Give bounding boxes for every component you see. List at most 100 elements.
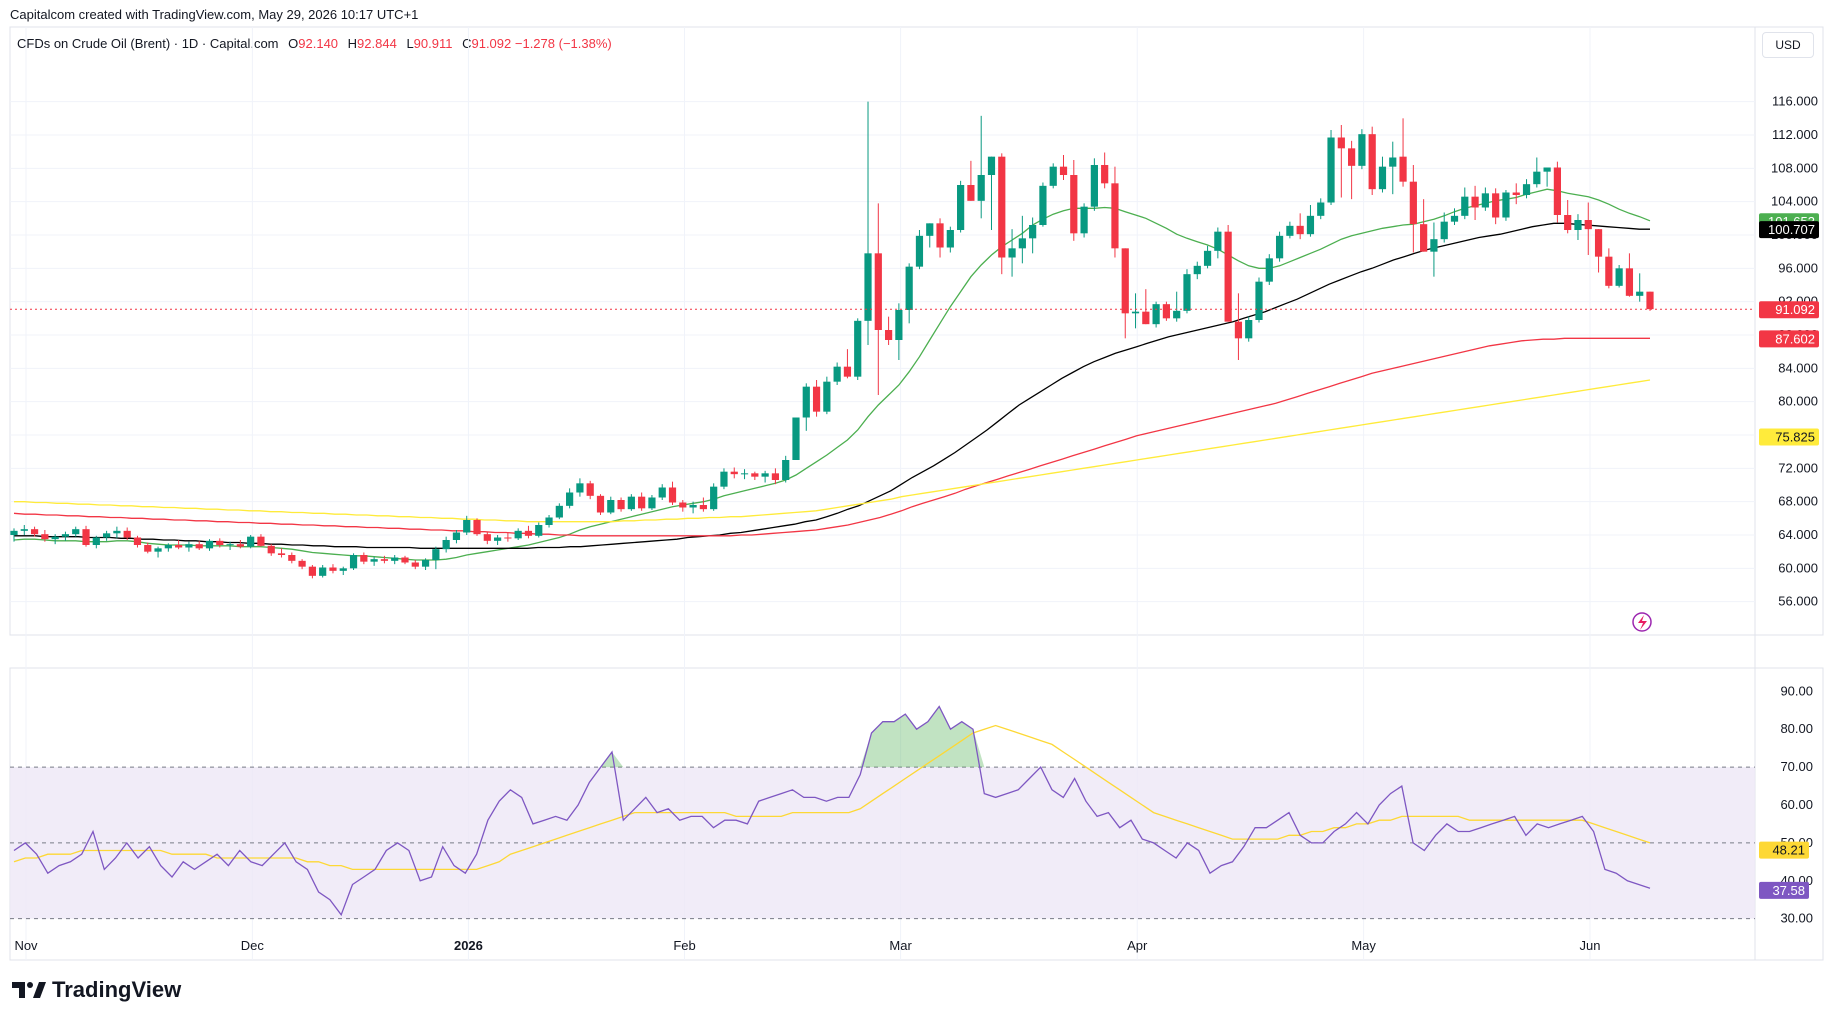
candle-body (1533, 171, 1541, 185)
lightning-icon (1632, 612, 1652, 632)
candle-body (1492, 193, 1500, 218)
candle (586, 480, 594, 500)
candle-body (926, 223, 934, 236)
candle (1286, 221, 1294, 239)
candle-body (1615, 268, 1623, 286)
tradingview-logo[interactable]: TradingView (12, 977, 181, 1003)
price-scale-label: 100.707 (1759, 221, 1819, 239)
candle (10, 528, 18, 542)
candle-body (812, 386, 821, 412)
candle (1234, 293, 1243, 360)
price-label-bg (1759, 221, 1819, 239)
candle-body (823, 381, 831, 412)
candle (411, 560, 419, 570)
candle-body (771, 473, 780, 480)
candle-body (30, 529, 39, 535)
candle (1430, 222, 1438, 277)
candle (617, 497, 625, 512)
candle (1543, 167, 1551, 187)
candle (133, 535, 142, 548)
candle-body (123, 530, 131, 538)
candle (1090, 158, 1098, 211)
candle-body (370, 559, 378, 562)
price-scale-label: 87.602 (1759, 330, 1819, 348)
candle-body (1625, 268, 1634, 296)
rsi-label-text: 37.58 (1772, 883, 1805, 898)
candle (391, 555, 399, 565)
candle-body (566, 492, 574, 506)
candle-body (668, 487, 677, 503)
candle (740, 469, 749, 480)
candle (82, 525, 90, 547)
price-tick-label: 68.000 (1778, 494, 1818, 509)
open-label: O (288, 36, 299, 51)
candle-body (236, 544, 244, 547)
candle (946, 226, 954, 253)
time-tick-label: 2026 (454, 938, 483, 953)
brand-name: TradingView (52, 977, 182, 1002)
currency-button[interactable]: USD (1762, 32, 1814, 58)
candle (905, 263, 913, 324)
price-tick-label: 116.000 (1772, 94, 1818, 109)
candle-body (1605, 256, 1613, 286)
symbol-name[interactable]: CFDs on Crude Oil (Brent) · 1D · Capital… (17, 36, 279, 51)
candle (1265, 254, 1273, 285)
candle (185, 541, 193, 552)
candle (349, 553, 358, 570)
candle-body (1594, 229, 1603, 257)
candle (1203, 245, 1212, 269)
candle-body (915, 235, 924, 267)
candle (1492, 188, 1500, 225)
candle (339, 566, 347, 575)
candle-body (82, 529, 90, 545)
rsi-scale-label: 37.58 (1759, 881, 1809, 899)
candle-body (1553, 167, 1561, 215)
candle-body (504, 537, 512, 539)
candle-body (401, 557, 409, 563)
candle-body (308, 566, 316, 576)
candle-body (493, 537, 502, 541)
candle-body (607, 500, 615, 513)
price-label-text: 100.707 (1768, 222, 1815, 237)
candle (967, 160, 975, 201)
candle (864, 101, 872, 345)
candle (1214, 227, 1222, 259)
high-value: 92.844 (357, 36, 397, 51)
candle-body (319, 567, 327, 576)
candle (998, 153, 1006, 275)
candle (1399, 118, 1407, 187)
candle (164, 543, 172, 552)
candle-body (1039, 185, 1047, 225)
candle (730, 467, 738, 479)
candle-body (1317, 202, 1325, 216)
candle (977, 115, 985, 219)
candle-body (185, 544, 193, 548)
candle-body (535, 525, 543, 536)
candle (1111, 166, 1119, 258)
candle-body (689, 505, 697, 508)
rsi-tick-label: 60.00 (1780, 797, 1813, 812)
rsi-label-text: 48.21 (1772, 843, 1805, 858)
candle-body (1574, 220, 1582, 230)
candle-body (658, 487, 666, 498)
close-label: C (462, 36, 472, 51)
candle (154, 546, 162, 558)
candle-body (1450, 215, 1459, 222)
candle (1059, 155, 1068, 180)
candle (648, 495, 656, 510)
candle-body (1131, 311, 1140, 314)
time-tick-label: May (1351, 938, 1376, 953)
candle (504, 532, 512, 542)
candle (1327, 130, 1335, 205)
candle (442, 536, 450, 553)
price-scale-label: 91.092 (1759, 301, 1819, 319)
candle-body (679, 502, 687, 508)
candle-body (1183, 274, 1191, 311)
rsi-overbought-fill (860, 706, 985, 768)
candle-body (1337, 137, 1345, 149)
candle (1502, 190, 1510, 221)
candle (679, 500, 687, 512)
candle-body (329, 567, 337, 571)
candle-body (1430, 239, 1438, 252)
